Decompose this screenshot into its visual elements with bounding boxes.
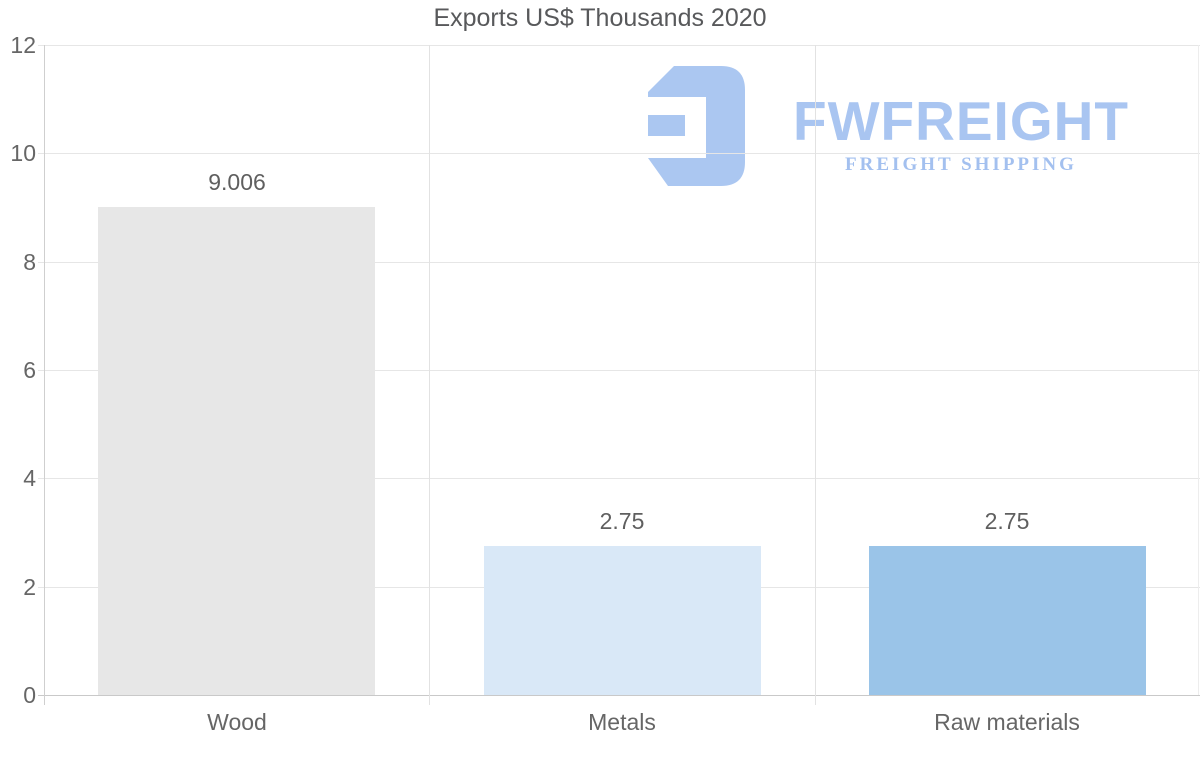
y-axis-label-12: 12 [10, 32, 36, 58]
brand-name: FWFREIGHT [793, 90, 1129, 152]
bar-value-label-2: 2.75 [599, 508, 645, 534]
y-axis-line [44, 45, 45, 705]
y-axis-label-0: 0 [23, 682, 36, 708]
fwfreight-watermark: FWFREIGHT FREIGHT SHIPPING [648, 66, 1151, 186]
x-axis-label-raw-materials: Raw materials [934, 709, 1080, 735]
y-axis-label-8: 8 [23, 249, 36, 275]
y-gridline-0 [38, 695, 1200, 696]
y-axis-label-6: 6 [23, 357, 36, 383]
x-gridline-right [1198, 45, 1199, 695]
brand-tagline: FREIGHT SHIPPING [845, 154, 1077, 175]
y-gridline-6 [38, 370, 1200, 371]
y-gridline-10 [38, 153, 1200, 154]
chart-title: Exports US$ Thousands 2020 [433, 4, 767, 32]
bar-metals [484, 546, 761, 695]
fwfreight-logo-text: FWFREIGHT FREIGHT SHIPPING [771, 92, 1151, 176]
bar-raw-materials [869, 546, 1146, 695]
x-axis-label-wood: Wood [207, 709, 267, 735]
x-gridline-1 [429, 45, 430, 705]
y-gridline-8 [38, 262, 1200, 263]
bar-value-label-3: 2.75 [984, 508, 1030, 534]
bar-wood [98, 207, 375, 695]
y-axis-label-2: 2 [23, 574, 36, 600]
fwfreight-logo-icon [648, 66, 745, 186]
y-axis-label-10: 10 [10, 140, 36, 166]
y-gridline-4 [38, 478, 1200, 479]
x-axis-label-metals: Metals [588, 709, 656, 735]
bar-value-label-1: 9.006 [208, 169, 266, 195]
y-gridline-12 [38, 45, 1200, 46]
x-gridline-2 [815, 45, 816, 705]
y-axis-label-4: 4 [23, 465, 36, 491]
